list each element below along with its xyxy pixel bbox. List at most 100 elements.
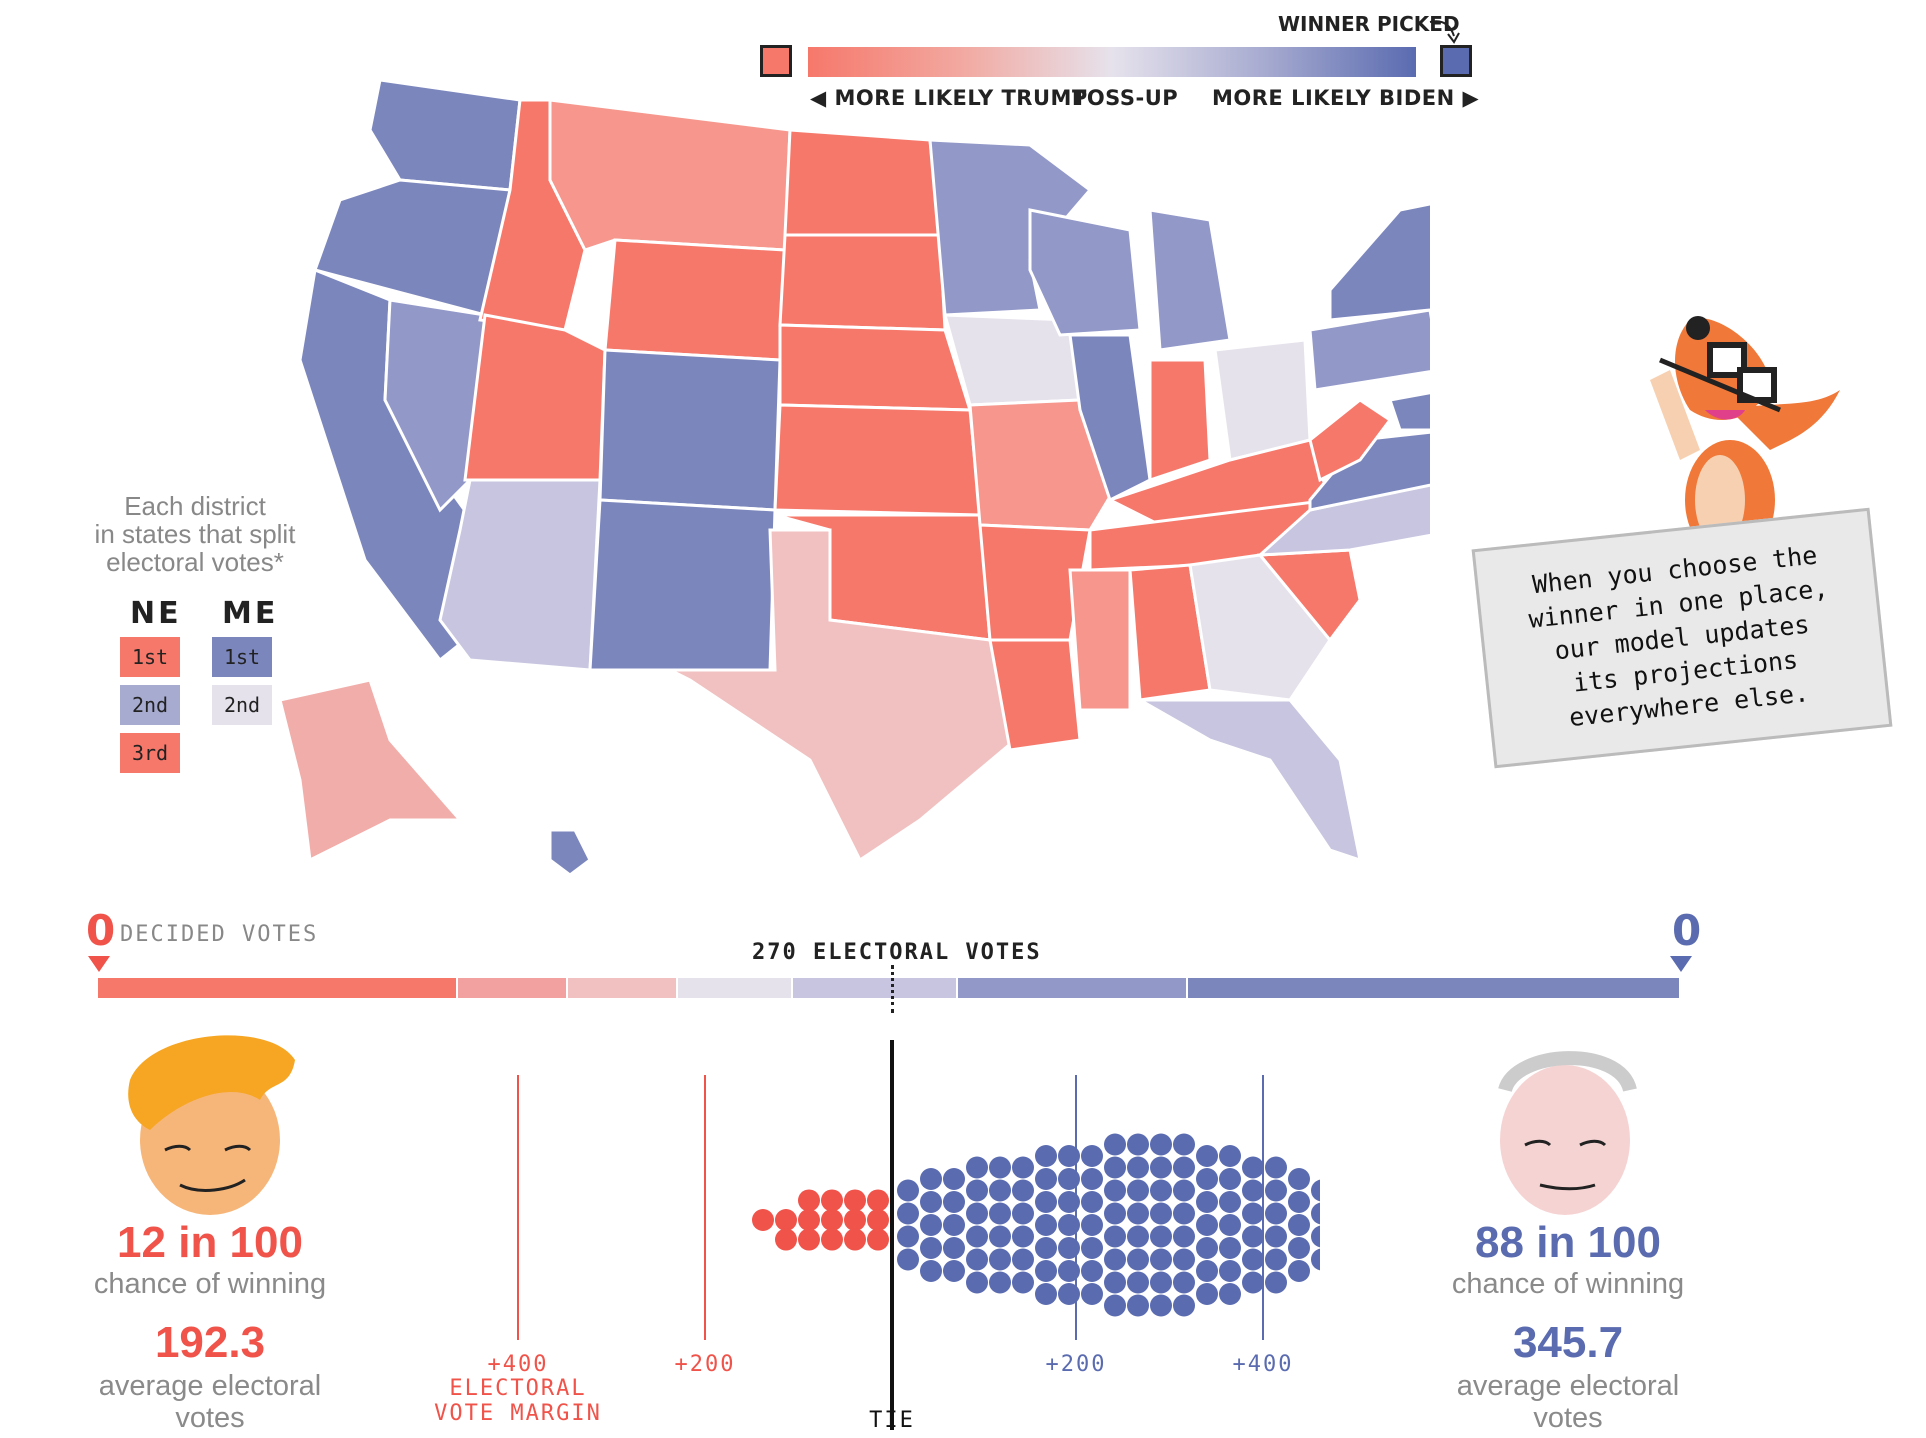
biden-outcome-dot <box>1104 1225 1126 1248</box>
ev-segment[interactable] <box>568 978 678 998</box>
biden-outcome-dot <box>1035 1191 1057 1213</box>
state-pa[interactable] <box>1308 308 1430 392</box>
biden-average-ev: 345.7 <box>1512 1318 1624 1367</box>
state-az[interactable] <box>438 478 602 672</box>
biden-outcome-dot <box>1150 1248 1172 1271</box>
biden-outcome-dot <box>1219 1191 1241 1213</box>
ne-district-2[interactable]: 2nd <box>120 685 180 725</box>
trump-average-ev: 192.3 <box>154 1318 266 1367</box>
state-ms[interactable] <box>1068 568 1132 712</box>
biden-outcome-dot <box>1242 1225 1264 1248</box>
state-mt[interactable] <box>548 98 792 252</box>
state-fl[interactable] <box>1134 698 1362 863</box>
ev-segment[interactable] <box>958 978 1188 998</box>
state-tx[interactable] <box>669 528 1017 863</box>
ev-segment[interactable] <box>793 978 958 998</box>
ne-district-3[interactable]: 3rd <box>120 733 180 773</box>
me-district-2[interactable]: 2nd <box>212 685 272 725</box>
biden-outcome-dot <box>1242 1179 1264 1202</box>
biden-outcome-dot <box>1219 1214 1241 1236</box>
biden-outcome-dot <box>966 1248 988 1271</box>
state-wv[interactable] <box>1308 398 1393 483</box>
us-map <box>278 78 1430 877</box>
biden-outcome-dot <box>1012 1156 1034 1179</box>
label-line: average electoral <box>1456 1370 1680 1402</box>
state-nd[interactable] <box>783 128 942 237</box>
state-ut[interactable] <box>463 313 607 482</box>
biden-outcome-dot <box>1242 1271 1264 1294</box>
me-district-1[interactable]: 1st <box>212 637 272 677</box>
state-nv[interactable] <box>383 298 487 513</box>
biden-outcome-dot <box>1035 1168 1057 1190</box>
trump-outcome-dot <box>867 1189 889 1212</box>
state-sd[interactable] <box>778 233 947 332</box>
biden-outcome-dot <box>1219 1145 1241 1167</box>
state-la[interactable] <box>988 638 1082 752</box>
biden-outcome-dot <box>989 1179 1011 1202</box>
biden-outcome-dot <box>1127 1271 1149 1294</box>
biden-outcome-dot <box>1150 1202 1172 1225</box>
speech-bubble: When you choose the winner in one place,… <box>1471 507 1893 769</box>
biden-outcome-dot <box>1219 1168 1241 1190</box>
biden-outcome-dot <box>1242 1248 1264 1271</box>
state-md[interactable] <box>1388 390 1430 432</box>
state-ga[interactable] <box>1188 553 1332 702</box>
biden-outcome-dot <box>1127 1294 1149 1317</box>
biden-outcome-dot <box>1265 1179 1287 1202</box>
left-triangle-icon: ◀ <box>810 86 827 110</box>
biden-average-ev-label: average electoral votes <box>1398 1370 1738 1434</box>
state-il[interactable] <box>1068 333 1152 503</box>
state-in[interactable] <box>1148 358 1212 483</box>
trump-chance: 12 in 100 <box>117 1218 303 1267</box>
ev-segment[interactable] <box>1188 978 1681 998</box>
trump-marker-icon <box>88 956 110 972</box>
state-ks[interactable] <box>773 403 982 517</box>
biden-outcome-dot <box>1104 1271 1126 1294</box>
state-oh[interactable] <box>1213 338 1312 462</box>
biden-outcome-dot <box>1035 1260 1057 1282</box>
toss-up-label: TOSS-UP <box>1072 86 1179 110</box>
ev-segment[interactable] <box>458 978 568 998</box>
biden-outcome-dot <box>1196 1260 1218 1282</box>
state-ne[interactable] <box>778 323 973 412</box>
state-ny[interactable] <box>1328 200 1430 322</box>
label-line: votes <box>175 1402 245 1434</box>
state-hi[interactable] <box>548 828 592 877</box>
biden-outcome-dot <box>1288 1237 1310 1259</box>
ev-segment[interactable] <box>678 978 793 998</box>
state-mi[interactable] <box>1148 208 1232 352</box>
state-nm[interactable] <box>588 498 777 672</box>
biden-portrait <box>1498 1051 1637 1215</box>
ev-segment[interactable] <box>98 978 458 998</box>
state-wa[interactable] <box>368 78 522 192</box>
trump-outcome-dot <box>798 1228 820 1251</box>
state-wy[interactable] <box>603 238 787 362</box>
biden-outcome-dot <box>897 1248 919 1271</box>
trump-winner-swatch[interactable] <box>760 45 792 77</box>
ne-district-1[interactable]: 1st <box>120 637 180 677</box>
biden-outcome-dot <box>1265 1271 1287 1294</box>
trump-200-label: +200 <box>674 1352 736 1377</box>
state-co[interactable] <box>598 348 782 512</box>
biden-outcome-dot <box>966 1202 988 1225</box>
trump-200-gridline <box>704 1075 706 1340</box>
biden-outcome-dot <box>1081 1237 1103 1259</box>
biden-outcome-dot <box>1081 1168 1103 1190</box>
biden-outcome-dot <box>989 1271 1011 1294</box>
biden-outcome-dot <box>1311 1179 1320 1202</box>
trump-outcome-dot <box>775 1228 797 1251</box>
biden-outcome-dot <box>1288 1260 1310 1282</box>
biden-outcome-dot <box>989 1248 1011 1271</box>
biden-chance-label: chance of winning <box>1451 1268 1685 1300</box>
state-wi[interactable] <box>1028 208 1142 337</box>
biden-outcome-dot <box>1150 1179 1172 1202</box>
biden-winner-swatch[interactable] <box>1440 45 1472 77</box>
biden-outcome-dot <box>1150 1156 1172 1179</box>
biden-outcome-dot <box>1173 1294 1195 1317</box>
state-ak[interactable] <box>278 678 464 863</box>
biden-400-label: +400 <box>1232 1352 1294 1377</box>
district-title-line: electoral votes* <box>106 547 284 577</box>
state-mo[interactable] <box>968 398 1122 532</box>
biden-outcome-dot <box>920 1191 942 1213</box>
biden-outcome-dot <box>920 1214 942 1236</box>
